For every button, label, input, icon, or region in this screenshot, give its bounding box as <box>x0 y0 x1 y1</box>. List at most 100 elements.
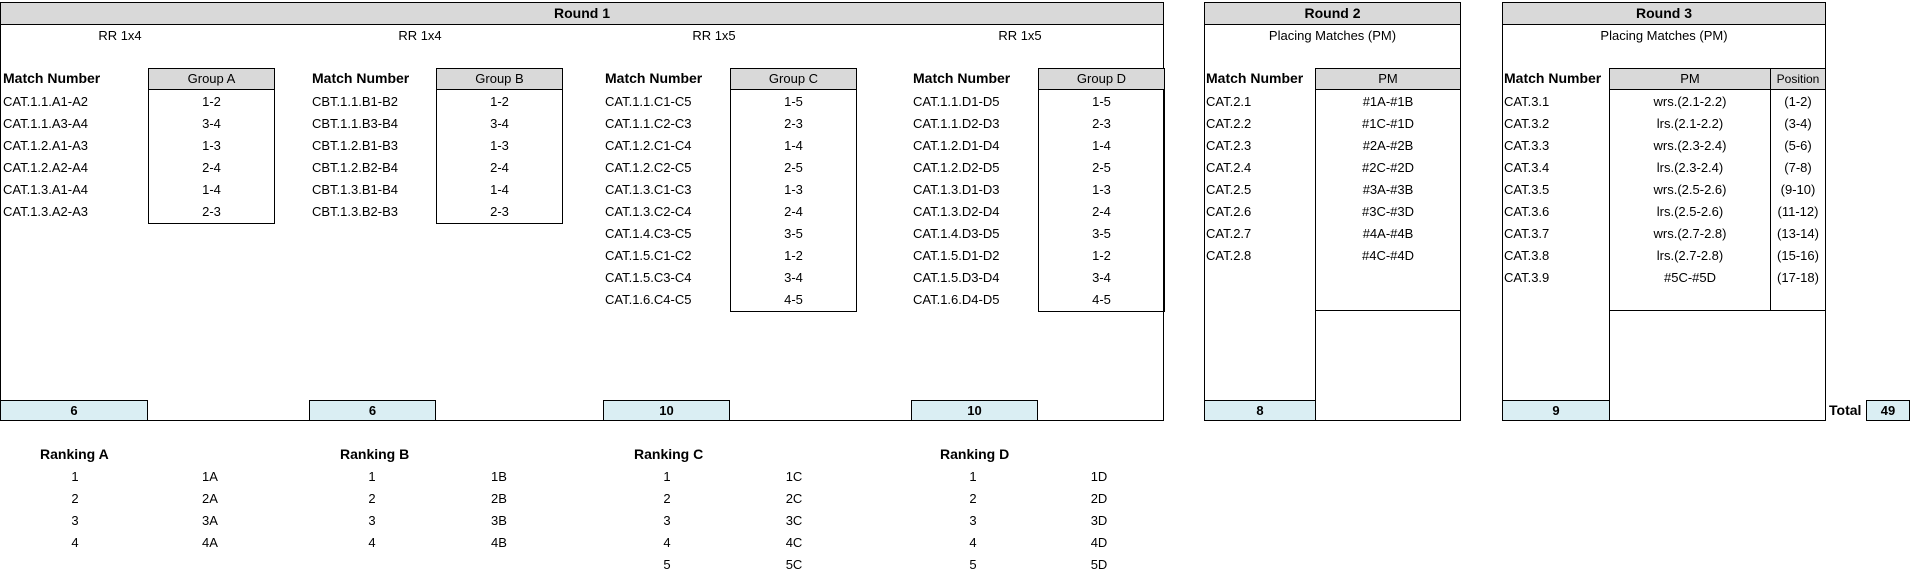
ranking-seed: 3D <box>1090 513 1108 528</box>
round3-match-number: CAT.3.1 <box>1504 94 1550 109</box>
match-pair: 1-3 <box>202 138 221 153</box>
match-pair: 1-4 <box>1092 138 1111 153</box>
round2-pm: #1A-#1B <box>1362 94 1414 109</box>
ranking-seed: 3B <box>491 513 507 528</box>
match-number: CAT.1.5.D3-D4 <box>913 270 1000 285</box>
match-number: CBT.1.3.B1-B4 <box>312 182 398 197</box>
round2-pm: #3A-#3B <box>1362 182 1414 197</box>
ranking-rank: 5 <box>969 557 977 572</box>
match-number: CAT.1.2.C1-C4 <box>605 138 692 153</box>
ranking-rank: 2 <box>969 491 977 506</box>
ranking-seed: 2B <box>491 491 507 506</box>
ranking-seed: 2A <box>202 491 218 506</box>
match-pair: 1-2 <box>1092 248 1111 263</box>
round3-match-number: CAT.3.9 <box>1504 270 1550 285</box>
match-pair: 1-4 <box>490 182 509 197</box>
match-number: CAT.1.3.D1-D3 <box>913 182 1000 197</box>
ranking-seed: 1A <box>202 469 218 484</box>
match-pair: 2-3 <box>490 204 509 219</box>
round1-format-label: RR 1x5 <box>692 28 736 43</box>
ranking-seed: 3C <box>785 513 803 528</box>
match-number-header: Match Number <box>312 70 410 86</box>
match-pair: 1-4 <box>202 182 221 197</box>
round3-position: (11-12) <box>1777 204 1819 219</box>
round3-match-number: CAT.3.6 <box>1504 204 1550 219</box>
match-number: CAT.1.3.D2-D4 <box>913 204 1000 219</box>
match-number: CBT.1.1.B1-B2 <box>312 94 398 109</box>
ranking-title: Ranking B <box>340 446 410 462</box>
group-header: Group D <box>1039 69 1164 90</box>
round2-pm: #2C-#2D <box>1361 160 1415 175</box>
match-pair: 3-5 <box>784 226 803 241</box>
round3-position: (1-2) <box>1784 94 1812 109</box>
round2-pm: #1C-#1D <box>1361 116 1415 131</box>
group-box: Group D <box>1038 68 1165 312</box>
round2-match-number: CAT.2.8 <box>1206 248 1252 263</box>
round3-pm: wrs.(2.5-2.6) <box>1653 182 1727 197</box>
group-total: 10 <box>603 400 730 421</box>
match-pair: 2-4 <box>490 160 509 175</box>
ranking-seed: 1C <box>785 469 803 484</box>
round2-match-number: CAT.2.7 <box>1206 226 1252 241</box>
round3-match-number: CAT.3.5 <box>1504 182 1550 197</box>
match-number: CAT.1.5.C1-C2 <box>605 248 692 263</box>
ranking-rank: 3 <box>71 513 79 528</box>
group-header: Group C <box>731 69 856 90</box>
match-pair: 3-4 <box>1092 270 1111 285</box>
match-number: CBT.1.1.B3-B4 <box>312 116 398 131</box>
match-number: CAT.1.1.A3-A4 <box>3 116 89 131</box>
grand-total-label: Total <box>1829 402 1862 418</box>
round3-pm: #5C-#5D <box>1663 270 1717 285</box>
round3-match-number: CAT.3.2 <box>1504 116 1550 131</box>
round3-pm: wrs.(2.1-2.2) <box>1653 94 1727 109</box>
match-number: CBT.1.2.B2-B4 <box>312 160 398 175</box>
match-pair: 1-5 <box>784 94 803 109</box>
round3-pm-header: PM <box>1610 69 1770 90</box>
ranking-rank: 1 <box>368 469 376 484</box>
ranking-title: Ranking D <box>940 446 1010 462</box>
ranking-seed: 4D <box>1090 535 1108 550</box>
round3-position: (9-10) <box>1780 182 1816 197</box>
round2-match-number: CAT.2.2 <box>1206 116 1252 131</box>
match-number: CBT.1.2.B1-B3 <box>312 138 398 153</box>
match-number: CAT.1.3.A2-A3 <box>3 204 89 219</box>
match-number: CBT.1.3.B2-B3 <box>312 204 398 219</box>
round3-position: (15-16) <box>1777 248 1819 263</box>
match-number: CAT.1.4.C3-C5 <box>605 226 692 241</box>
match-number: CAT.1.2.A1-A3 <box>3 138 89 153</box>
match-pair: 1-3 <box>490 138 509 153</box>
round3-subtitle: Placing Matches (PM) <box>1600 28 1728 43</box>
ranking-rank: 2 <box>663 491 671 506</box>
round1-format-label: RR 1x4 <box>98 28 142 43</box>
match-number-header: Match Number <box>605 70 703 86</box>
round3-position: (7-8) <box>1784 160 1812 175</box>
ranking-rank: 3 <box>368 513 376 528</box>
round2-pm-header: PM <box>1316 69 1460 90</box>
match-pair: 2-5 <box>784 160 803 175</box>
ranking-title: Ranking C <box>634 446 704 462</box>
group-header: Group B <box>437 69 562 90</box>
ranking-rank: 4 <box>368 535 376 550</box>
ranking-rank: 1 <box>969 469 977 484</box>
round2-match-number: CAT.2.3 <box>1206 138 1252 153</box>
match-number: CAT.1.1.C1-C5 <box>605 94 692 109</box>
match-pair: 1-3 <box>784 182 803 197</box>
ranking-rank: 1 <box>663 469 671 484</box>
match-number-header: Match Number <box>913 70 1011 86</box>
ranking-rank: 3 <box>663 513 671 528</box>
match-number: CAT.1.1.A1-A2 <box>3 94 89 109</box>
match-number: CAT.1.6.D4-D5 <box>913 292 1000 307</box>
ranking-seed: 2C <box>785 491 803 506</box>
round3-position: (17-18) <box>1777 270 1819 285</box>
group-box: Group B <box>436 68 563 224</box>
round3-position-header: Position <box>1771 69 1825 90</box>
ranking-seed: 4B <box>491 535 507 550</box>
match-pair: 3-5 <box>1092 226 1111 241</box>
round3-pm: wrs.(2.7-2.8) <box>1653 226 1727 241</box>
match-pair: 1-2 <box>490 94 509 109</box>
ranking-seed: 4C <box>785 535 803 550</box>
group-box: Group A <box>148 68 275 224</box>
match-pair: 1-2 <box>784 248 803 263</box>
ranking-rank: 2 <box>368 491 376 506</box>
match-number: CAT.1.2.A2-A4 <box>3 160 89 175</box>
